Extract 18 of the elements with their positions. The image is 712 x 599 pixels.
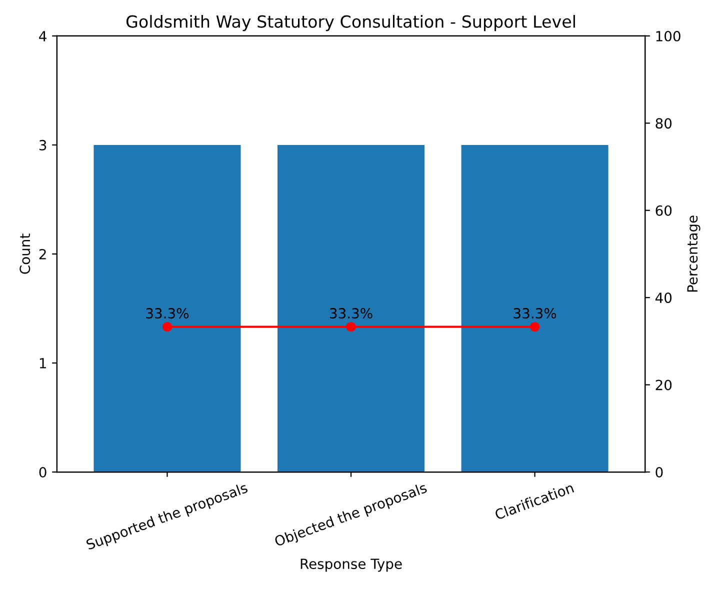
y-axis-title: Count [20, 234, 30, 274]
y2-axis-title: Percentage [687, 216, 700, 292]
y-tick-label: 1 [40, 358, 46, 368]
y2-tick-label: 80 [656, 118, 672, 129]
y2-tick-label: 0 [656, 466, 663, 478]
data-label: 33.3% [330, 308, 372, 319]
data-label: 33.3% [514, 308, 556, 319]
y2-tick-label: 100 [656, 30, 680, 42]
y-tick-label: 3 [39, 140, 46, 150]
y2-tick-label: 60 [656, 205, 672, 216]
y-tick-label: 0 [39, 466, 46, 478]
y-tick-label: 4 [39, 31, 46, 42]
y-tick-label: 2 [39, 248, 46, 260]
y2-tick-label: 20 [656, 380, 672, 390]
y2-tick-label: 40 [655, 292, 672, 304]
data-label: 33.3% [146, 308, 189, 319]
x-axis-title: Response Type [300, 558, 402, 572]
chart-title: Goldsmith Way Statutory Consultation - Support Level [126, 14, 575, 32]
